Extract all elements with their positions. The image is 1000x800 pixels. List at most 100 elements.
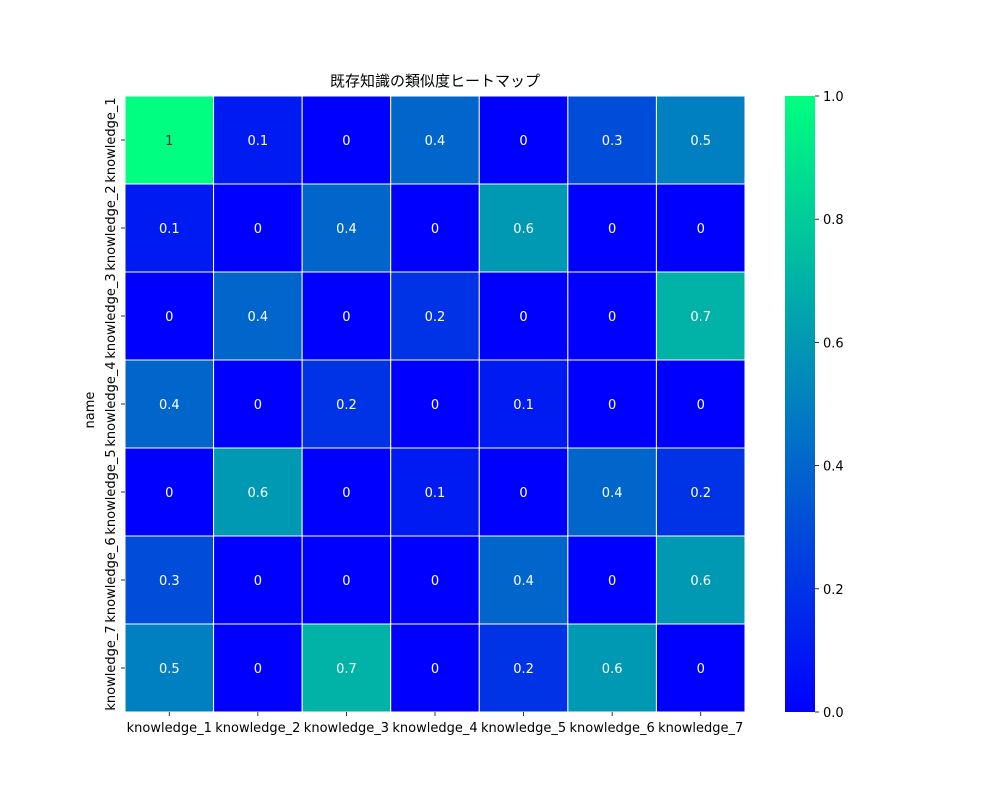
cell-value-label-r7-c6: 0.6: [602, 662, 623, 677]
cell-value-label-r7-c2: 0: [254, 662, 262, 677]
cell-value-label-r4-c6: 0: [608, 398, 616, 413]
heatmap-cell-r5-c3: [301, 447, 392, 537]
cell-value-label-r1-c5: 0: [519, 134, 527, 149]
y-axis-label: name: [83, 392, 98, 429]
cell-value-label-r6-c5: 0.4: [513, 574, 534, 589]
heatmap-cell-r6-c5: [478, 535, 569, 625]
x-tick-label: knowledge_6: [570, 721, 655, 736]
cell-value-label-r6-c7: 0.6: [690, 574, 711, 589]
cell-value-label-r6-c2: 0: [254, 574, 262, 589]
x-tick-label: knowledge_1: [127, 721, 212, 736]
heatmap-cell-r1-c5: [478, 95, 569, 185]
heatmap-cell-r1-c4: [390, 95, 480, 185]
colorbar-ticks: 0.0 0.2 0.4 0.6 0.8 1.0: [815, 90, 844, 721]
x-tick-label: knowledge_4: [392, 721, 477, 736]
cell-value-label-r1-c3: 0: [342, 134, 350, 149]
heatmap-cell-r7-c4: [390, 623, 480, 713]
cell-value-label-r2-c3: 0.4: [336, 222, 357, 237]
heatmap-cell-r1-c3: [301, 95, 392, 185]
cell-value-label-r7-c4: 0: [431, 662, 439, 677]
heatmap-cell-r6-c3: [301, 535, 392, 625]
cell-value-label-r5-c7: 0.2: [690, 486, 711, 501]
colorbar-tick-label: 0.8: [823, 213, 844, 228]
cell-value-label-r1-c1: 1: [165, 134, 173, 149]
heatmap-cell-r4-c4: [390, 359, 480, 449]
cell-value-label-r1-c4: 0.4: [425, 134, 446, 149]
cell-value-label-r7-c5: 0.2: [513, 662, 534, 677]
colorbar-tick-label: 1.0: [823, 90, 844, 105]
x-tick-label: knowledge_7: [658, 721, 743, 736]
heatmap-cell-r3-c2: [213, 271, 303, 361]
heatmap-cell-r1-c2: [213, 95, 303, 185]
y-tick-label: knowledge_6: [104, 537, 119, 622]
cell-value-label-r5-c4: 0.1: [425, 486, 446, 501]
cell-value-label-r4-c3: 0.2: [336, 398, 357, 413]
y-tick-label: knowledge_3: [104, 273, 119, 358]
heatmap-cell-r3-c7: [655, 271, 746, 361]
colorbar: [785, 96, 815, 712]
cell-value-label-r2-c6: 0: [608, 222, 616, 237]
x-tick-label: knowledge_2: [215, 721, 300, 736]
heatmap-cell-r7-c1: [124, 623, 215, 713]
cell-value-label-r3-c3: 0: [342, 310, 350, 325]
cell-value-label-r5-c3: 0: [342, 486, 350, 501]
heatmap-cell-r6-c7: [655, 535, 746, 625]
y-tick-label: knowledge_1: [104, 97, 119, 182]
heatmap-cell-r3-c4: [390, 271, 480, 361]
heatmap-cell-r3-c3: [301, 271, 392, 361]
heatmap-cell-r5-c7: [655, 447, 746, 537]
x-tick-label: knowledge_5: [481, 721, 566, 736]
heatmap-cell-r3-c5: [478, 271, 569, 361]
heatmap-cell-r3-c6: [567, 271, 657, 361]
cell-value-label-r5-c1: 0: [165, 486, 173, 501]
heatmap-cell-r2-c5: [478, 183, 569, 273]
colorbar-tick-label: 0.0: [823, 706, 844, 721]
cell-value-label-r3-c1: 0: [165, 310, 173, 325]
cell-value-label-r7-c3: 0.7: [336, 662, 357, 677]
heatmap-cell-r6-c4: [390, 535, 480, 625]
chart-title: 既存知識の類似度ヒートマップ: [330, 72, 540, 90]
cell-value-label-r5-c5: 0: [519, 486, 527, 501]
colorbar-tick-label: 0.6: [823, 336, 844, 351]
cell-value-label-r4-c1: 0.4: [159, 398, 180, 413]
cell-value-label-r6-c4: 0: [431, 574, 439, 589]
heatmap-cell-labels: 1 0.1 0 0.4 0 0.3 0.5 0.1 0 0.4 0 0.6 0 0 0 0.4 0 0.2 0 0 0.…: [159, 134, 711, 677]
cell-value-label-r6-c6: 0: [608, 574, 616, 589]
cell-value-label-r1-c7: 0.5: [690, 134, 711, 149]
cell-value-label-r2-c7: 0: [697, 222, 705, 237]
heatmap-cell-r6-c2: [213, 535, 303, 625]
heatmap-cell-r1-c1: [124, 95, 215, 185]
cell-value-label-r5-c2: 0.6: [248, 486, 269, 501]
heatmap-cell-r2-c3: [301, 183, 392, 273]
cell-value-label-r2-c1: 0.1: [159, 222, 180, 237]
x-tick-label: knowledge_3: [304, 721, 389, 736]
cell-value-label-r2-c4: 0: [431, 222, 439, 237]
heatmap-cell-r7-c3: [301, 623, 392, 713]
y-tick-label: knowledge_4: [104, 361, 119, 446]
cell-value-label-r6-c3: 0: [342, 574, 350, 589]
y-tick-label: knowledge_7: [104, 625, 119, 710]
cell-value-label-r4-c5: 0.1: [513, 398, 534, 413]
heatmap-cell-r4-c2: [213, 359, 303, 449]
x-axis-ticks: knowledge_1 knowledge_2 knowledge_3 knowled…: [127, 712, 743, 736]
heatmap-cell-r5-c1: [124, 447, 215, 537]
y-axis-ticks: knowledge_1 knowledge_2 knowledge_3knowled…: [104, 97, 125, 711]
cell-value-label-r2-c2: 0: [254, 222, 262, 237]
cell-value-label-r1-c6: 0.3: [602, 134, 623, 149]
heatmap-cell-r2-c6: [567, 183, 657, 273]
cell-value-label-r7-c1: 0.5: [159, 662, 180, 677]
cell-value-label-r6-c1: 0.3: [159, 574, 180, 589]
cell-value-label-r5-c6: 0.4: [602, 486, 623, 501]
heatmap-cell-r4-c6: [567, 359, 657, 449]
heatmap-cell-r7-c7: [655, 623, 746, 713]
cell-value-label-r4-c7: 0: [697, 398, 705, 413]
colorbar-tick-label: 0.4: [823, 460, 844, 475]
colorbar-tick-label: 0.2: [823, 583, 844, 598]
cell-value-label-r3-c2: 0.4: [248, 310, 269, 325]
cell-value-label-r4-c4: 0: [431, 398, 439, 413]
heatmap-cells: [124, 95, 746, 713]
cell-value-label-r4-c2: 0: [254, 398, 262, 413]
heatmap-cell-r6-c1: [124, 535, 215, 625]
y-tick-label: knowledge_5: [104, 449, 119, 534]
